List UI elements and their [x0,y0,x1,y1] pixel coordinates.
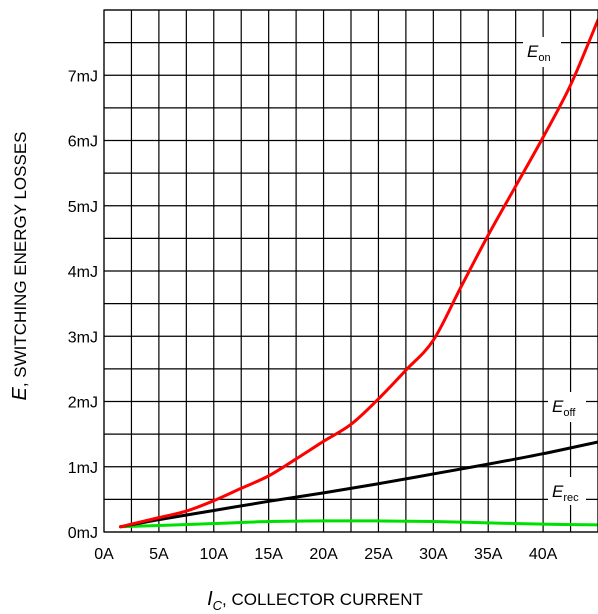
y-tick-label: 7mJ [68,68,98,85]
y-tick-label: 1mJ [68,460,98,477]
series-label-e-on: Eon [527,42,551,64]
x-tick-label: 20A [309,546,338,563]
y-axis-text: , SWITCHING ENERGY LOSSES [11,131,30,387]
series-labels: Eon Eoff Erec [523,37,586,505]
series-line-e-off [118,440,598,529]
x-tick-label: 30A [419,546,448,563]
series-line-e-rec [118,519,598,529]
y-axis-title: E, SWITCHING ENERGY LOSSES [9,131,31,400]
grid-lines [103,9,598,533]
y-tick-label: 0mJ [68,525,98,542]
y-tick-label: 3mJ [68,329,98,346]
x-tick-label: 40A [529,546,558,563]
series-label-e-off: Eoff [552,397,576,419]
x-tick-label: 35A [474,546,503,563]
series-label-bg [523,37,561,67]
series-label-bg [548,392,586,422]
x-tick-label: 15A [254,546,283,563]
y-tick-label: 2mJ [68,395,98,412]
y-axis-symbol: E [9,387,31,401]
series-lines [118,18,598,529]
y-tick-label: 6mJ [68,134,98,151]
x-tick-label: 0A [94,546,114,563]
x-axis-title: IC, COLLECTOR CURRENT [207,588,423,613]
series-line-e-on [118,18,598,529]
y-tick-label: 5mJ [68,199,98,216]
x-axis-symbol: I [207,588,213,610]
series-label-bg [548,477,586,505]
plot-frame [103,9,598,533]
x-axis-text: , COLLECTOR CURRENT [222,590,423,609]
y-tick-label: 4mJ [68,264,98,281]
x-tick-label: 10A [200,546,229,563]
tick-labels: 0A 5A 10A 15A 20A 25A 30A 35A 40A 0mJ 1mJ 2mJ 3mJ 4mJ… [68,68,558,563]
series-label-e-rec: Erec [552,482,579,504]
x-tick-label: 25A [364,546,393,563]
x-tick-label: 5A [149,546,169,563]
x-axis-symbol-sub: C [213,598,223,613]
